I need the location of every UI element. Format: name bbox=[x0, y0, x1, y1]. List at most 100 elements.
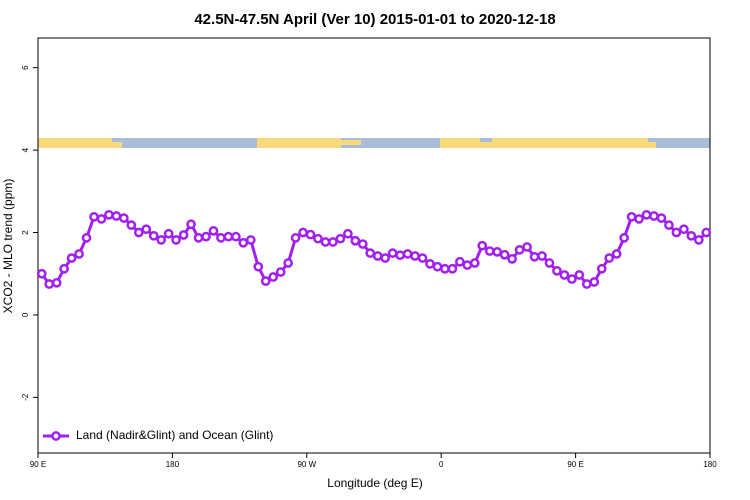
data-point bbox=[425, 258, 435, 269]
data-point bbox=[477, 240, 488, 251]
data-point bbox=[634, 214, 644, 224]
data-point bbox=[141, 224, 152, 235]
data-point bbox=[522, 242, 532, 252]
land-band bbox=[648, 142, 656, 148]
chart-title: 42.5N-47.5N April (Ver 10) 2015-01-01 to… bbox=[194, 11, 555, 28]
data-point bbox=[104, 209, 114, 220]
data-point bbox=[455, 256, 465, 267]
data-point bbox=[604, 253, 615, 263]
data-point bbox=[156, 235, 167, 245]
data-point bbox=[44, 279, 55, 289]
y-axis-label: XCO2 - MLO trend (ppm) bbox=[1, 179, 15, 314]
data-point bbox=[581, 279, 592, 289]
data-point bbox=[89, 212, 99, 222]
data-point bbox=[51, 277, 62, 288]
data-point bbox=[626, 212, 637, 222]
data-point bbox=[81, 233, 92, 243]
data-point bbox=[507, 254, 517, 264]
data-point bbox=[559, 270, 570, 280]
data-point bbox=[499, 249, 510, 260]
data-point bbox=[537, 251, 547, 261]
data-point bbox=[656, 213, 667, 223]
data-point bbox=[283, 258, 293, 268]
data-point bbox=[529, 251, 540, 262]
data-point bbox=[245, 235, 256, 245]
data-point bbox=[596, 263, 607, 274]
data-point bbox=[514, 244, 525, 255]
data-point bbox=[387, 248, 398, 258]
data-point bbox=[357, 239, 368, 249]
ocean-band bbox=[38, 138, 710, 148]
data-point bbox=[417, 253, 428, 263]
data-point bbox=[96, 214, 107, 224]
legend-label: Land (Nadir&Glint) and Ocean (Glint) bbox=[76, 428, 273, 442]
y-tick-label: 0 bbox=[21, 312, 30, 317]
data-point bbox=[574, 270, 585, 280]
data-point bbox=[298, 227, 308, 238]
y-tick-label: -2 bbox=[21, 393, 30, 401]
data-point bbox=[66, 253, 77, 263]
x-tick-label: 90 W bbox=[297, 460, 316, 469]
data-point bbox=[126, 220, 137, 230]
data-point bbox=[216, 233, 226, 243]
data-point bbox=[111, 211, 122, 221]
data-point bbox=[567, 274, 577, 284]
data-point bbox=[447, 263, 458, 274]
data-point bbox=[320, 237, 331, 247]
data-point bbox=[290, 233, 301, 243]
data-point bbox=[701, 227, 712, 238]
data-point bbox=[305, 229, 316, 240]
data-point bbox=[440, 263, 450, 274]
data-point bbox=[208, 226, 219, 236]
data-point bbox=[395, 250, 405, 261]
land-band bbox=[480, 142, 492, 148]
y-tick-label: 4 bbox=[21, 147, 30, 152]
y-tick-label: 2 bbox=[21, 230, 30, 235]
data-point bbox=[679, 224, 689, 235]
data-point bbox=[201, 231, 211, 242]
data-point bbox=[186, 219, 196, 230]
data-point bbox=[380, 253, 391, 263]
data-point bbox=[611, 249, 622, 259]
data-point bbox=[171, 235, 181, 245]
data-point bbox=[686, 230, 697, 241]
data-point bbox=[238, 237, 249, 248]
x-tick-label: 180 bbox=[703, 460, 717, 469]
data-point bbox=[552, 265, 562, 276]
data-point bbox=[484, 246, 495, 256]
data-point bbox=[462, 260, 473, 270]
data-point bbox=[59, 263, 69, 274]
data-point bbox=[74, 249, 84, 259]
data-point bbox=[619, 233, 629, 243]
data-point bbox=[372, 251, 383, 261]
legend-marker bbox=[51, 431, 61, 441]
x-tick-label: 90 E bbox=[30, 460, 46, 469]
data-point bbox=[275, 267, 286, 277]
data-point bbox=[193, 233, 204, 243]
data-point bbox=[223, 231, 234, 242]
data-point bbox=[664, 220, 674, 230]
x-tick-label: 90 E bbox=[567, 460, 583, 469]
land-band bbox=[257, 138, 341, 148]
data-point bbox=[589, 277, 600, 287]
y-tick-label: 6 bbox=[21, 65, 30, 70]
land-band bbox=[38, 138, 112, 148]
data-point bbox=[163, 228, 174, 239]
data-point bbox=[268, 272, 279, 282]
land-band bbox=[112, 142, 122, 148]
data-point bbox=[328, 237, 338, 247]
land-band bbox=[440, 138, 480, 148]
land-ocean-strip bbox=[38, 138, 710, 148]
data-point bbox=[693, 235, 704, 245]
data-point bbox=[335, 233, 346, 244]
data-point bbox=[671, 227, 682, 238]
x-tick-label: 180 bbox=[166, 460, 180, 469]
data-point bbox=[365, 248, 376, 258]
x-axis-label: Longitude (deg E) bbox=[327, 476, 422, 490]
land-band bbox=[492, 138, 648, 148]
data-point bbox=[410, 251, 420, 261]
data-point bbox=[119, 213, 129, 223]
data-point bbox=[148, 230, 159, 241]
data-point bbox=[469, 258, 480, 268]
